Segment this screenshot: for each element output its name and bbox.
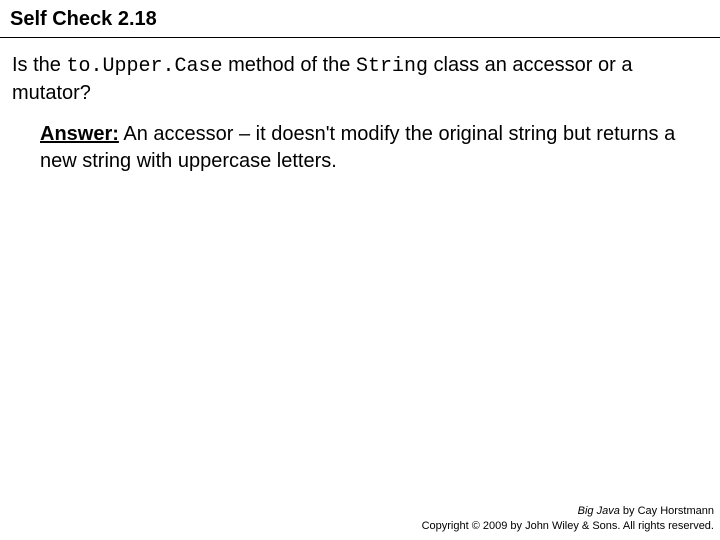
footer-author: by Cay Horstmann <box>620 505 714 517</box>
question-block: Is the to.Upper.Case method of the Strin… <box>0 38 720 107</box>
title-block: Self Check 2.18 <box>0 0 720 38</box>
code-class: String <box>356 55 428 78</box>
book-title: Big Java <box>578 505 620 517</box>
code-method: to.Upper.Case <box>66 55 222 78</box>
answer-block: Answer: An accessor – it doesn't modify … <box>0 107 720 175</box>
answer-text: An accessor – it doesn't modify the orig… <box>40 123 675 172</box>
footer-copyright: Copyright © 2009 by John Wiley & Sons. A… <box>422 519 714 534</box>
footer: Big Java by Cay Horstmann Copyright © 20… <box>422 504 714 534</box>
question-mid: method of the <box>223 54 356 76</box>
page-title: Self Check 2.18 <box>10 8 710 31</box>
answer-label: Answer: <box>40 123 119 145</box>
question-prefix: Is the <box>12 54 66 76</box>
footer-line1: Big Java by Cay Horstmann <box>422 504 714 519</box>
